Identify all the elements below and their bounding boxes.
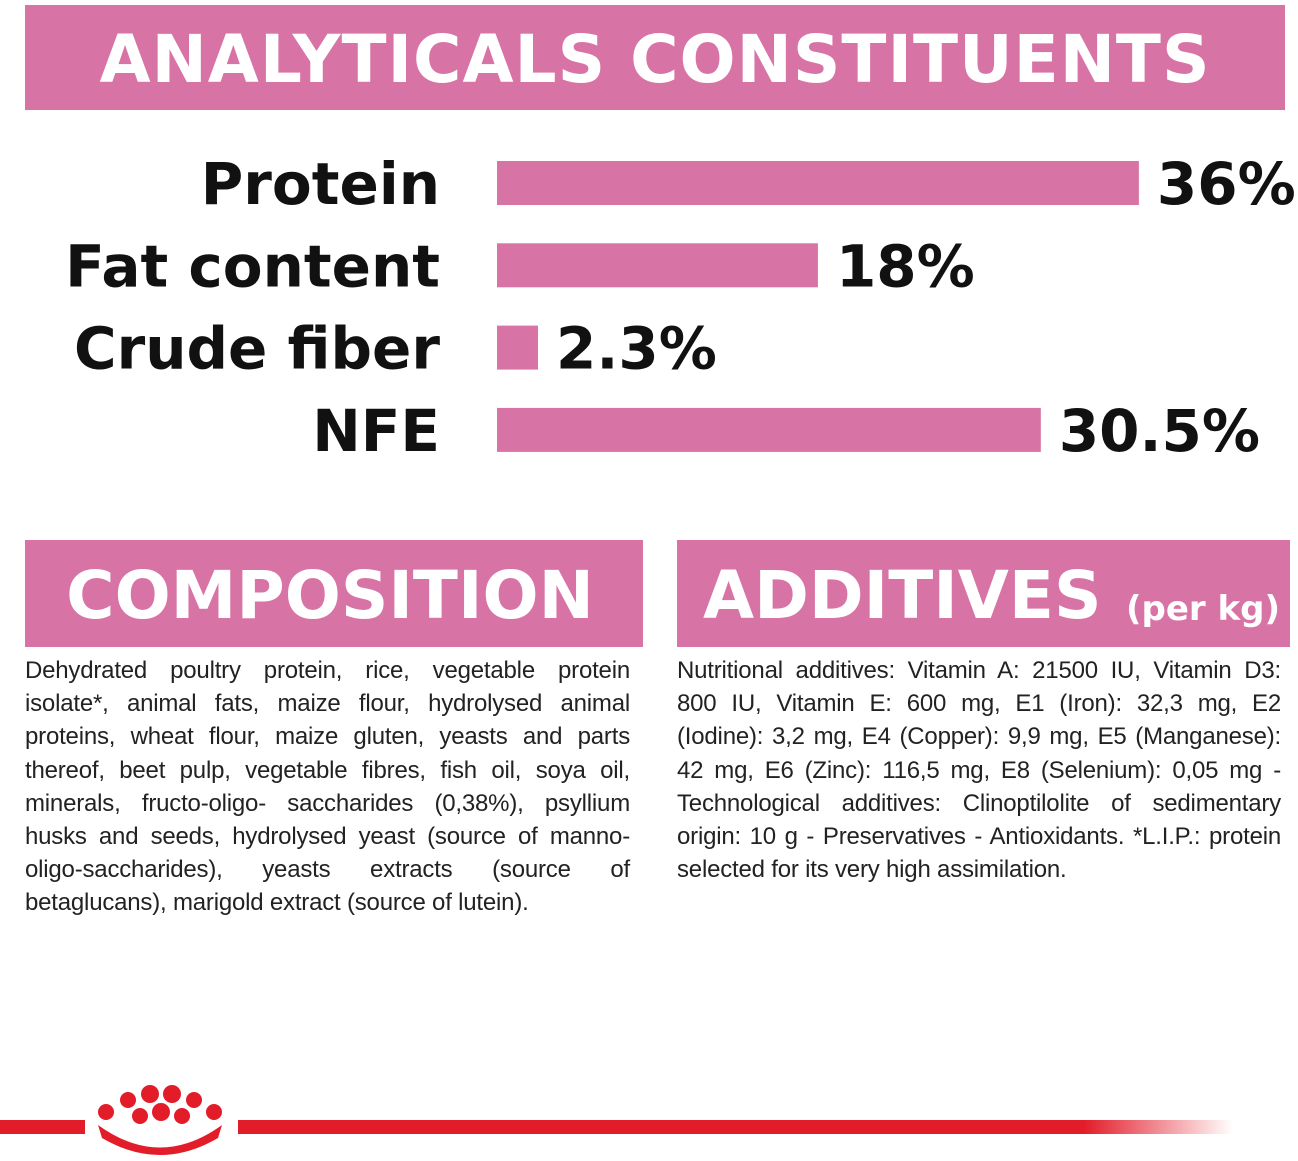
category-label: NFE bbox=[312, 397, 440, 465]
composition-title: COMPOSITION bbox=[66, 557, 594, 634]
composition-band bbox=[25, 540, 643, 647]
category-label: Fat content bbox=[65, 232, 440, 300]
value-label: 2.3% bbox=[556, 315, 717, 383]
chart: Protein 36% Fat content 18% Crude fiber 2.3% N… bbox=[65, 150, 1296, 465]
category-label: Crude fiber bbox=[74, 315, 440, 383]
bar bbox=[497, 407, 1041, 452]
bar bbox=[497, 325, 539, 370]
additives-title: ADDITIVES bbox=[703, 557, 1101, 634]
additives-band bbox=[677, 540, 1290, 647]
bar bbox=[497, 161, 1139, 205]
value-label: 30.5% bbox=[1059, 397, 1260, 465]
logo-line bbox=[238, 1120, 1233, 1134]
category-label: Protein bbox=[201, 150, 440, 218]
title-band bbox=[25, 5, 1285, 110]
composition-text: Dehydrated poultry protein, rice, vegeta… bbox=[25, 657, 630, 917]
additives-text: Nutritional additives: Vitamin A: 21500 … bbox=[677, 657, 1281, 884]
title: ANALYTICALS CONSTITUENTS bbox=[99, 21, 1210, 98]
additives-unit: (per kg) bbox=[1126, 589, 1280, 629]
logo-crown bbox=[98, 1085, 222, 1155]
value-label: 18% bbox=[836, 232, 975, 300]
value-label: 36% bbox=[1157, 150, 1296, 218]
bar bbox=[497, 243, 818, 288]
